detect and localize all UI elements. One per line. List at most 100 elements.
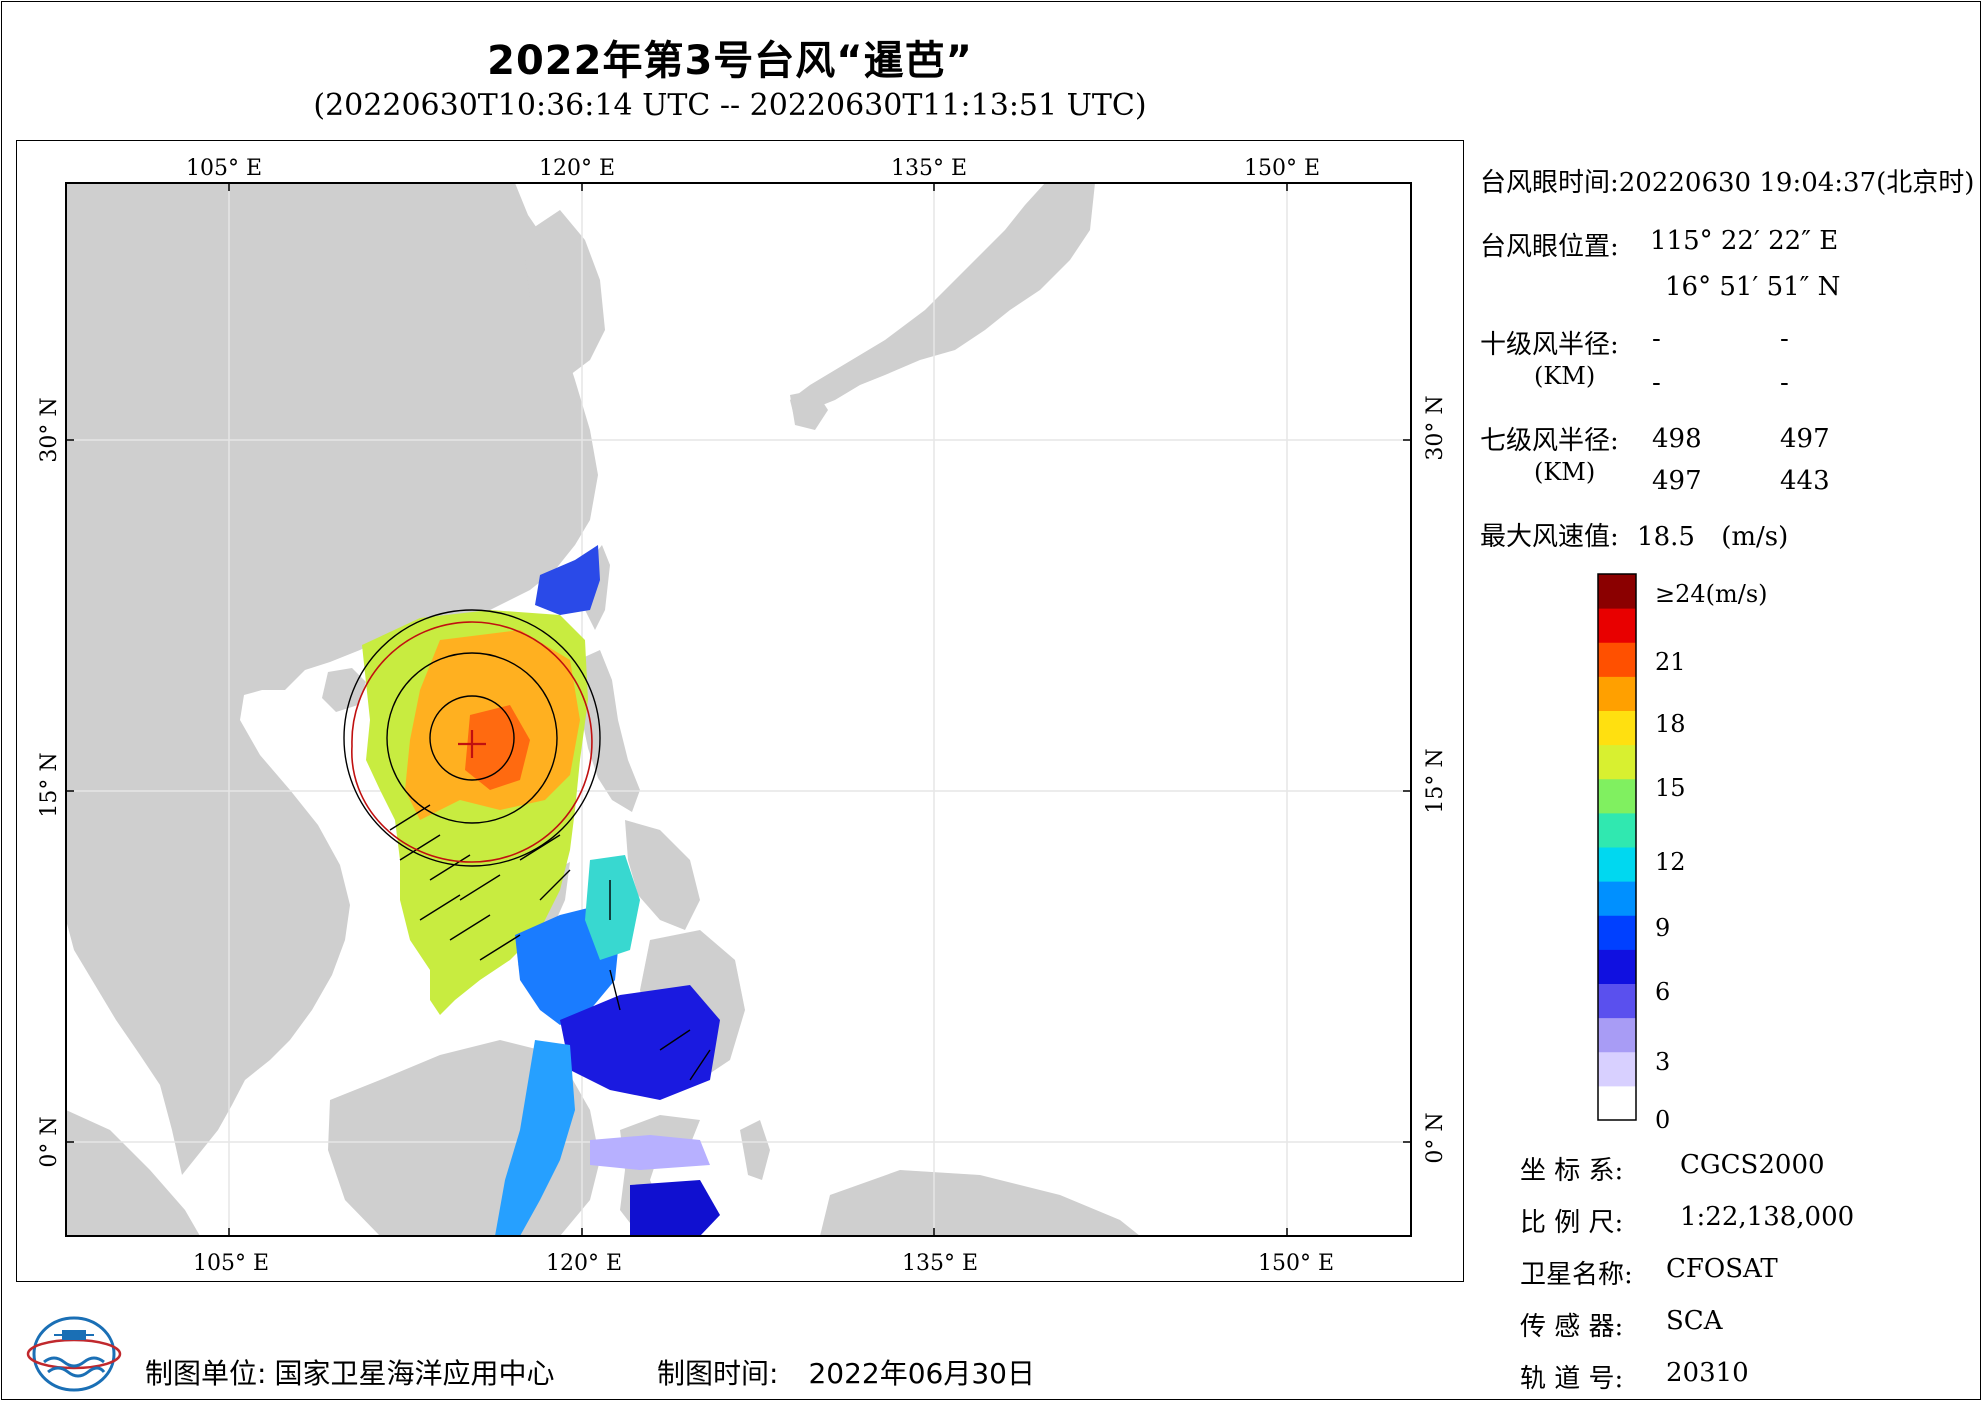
land-kyushu — [790, 390, 828, 430]
r10-value-1: - — [1652, 324, 1661, 354]
land-asia-mainland — [66, 183, 598, 1175]
r10-value-2: - — [1780, 324, 1789, 354]
satellite-label: 卫星名称: — [1520, 1260, 1633, 1290]
r7-value-1: 498 — [1652, 424, 1702, 454]
colorbar-segment — [1598, 1017, 1636, 1053]
r7-label: 七级风半径: — [1480, 426, 1619, 456]
top-lon-label-105: 105° E — [186, 156, 262, 181]
footer-time-label: 制图时间: — [657, 1357, 779, 1390]
satellite-value: CFOSAT — [1666, 1254, 1778, 1284]
colorbar-segment — [1598, 710, 1636, 746]
colorbar-segment — [1598, 676, 1636, 711]
map-plot-border — [65, 182, 1412, 1237]
colorbar-label-15: 15 — [1655, 774, 1686, 802]
eye-time-row: 台风眼时间:20220630 19:04:37(北京时) — [1480, 162, 1974, 199]
land-visayas — [625, 820, 700, 930]
sensor-value: SCA — [1666, 1306, 1723, 1336]
footer-time-value: 2022年06月30日 — [808, 1357, 1035, 1390]
land-luzon — [578, 650, 640, 812]
r7-value-3: 497 — [1652, 466, 1702, 496]
orbit-value: 20310 — [1666, 1358, 1749, 1388]
top-lon-label-150: 150° E — [1244, 156, 1320, 181]
land-japan — [790, 183, 1095, 420]
colorbar-label-0: 0 — [1655, 1106, 1671, 1134]
lon-labels: 105° E 120° E 135° E 150° E 105° E 120° … — [186, 156, 1334, 1276]
colorbar-segment — [1598, 949, 1636, 984]
colorbar-label-24: ≥24(m/s) — [1655, 580, 1768, 608]
barb-ring-1 — [429, 695, 515, 781]
typhoon-eye-marker — [458, 730, 486, 758]
right-lat-label-30: 30° N — [1423, 395, 1448, 460]
footer-unit-value: 国家卫星海洋应用中心 — [274, 1357, 555, 1390]
r10-label: 十级风半径: — [1480, 330, 1619, 360]
eye-lon-value: 115° 22′ 22″ E — [1650, 226, 1839, 256]
orbit-label: 轨 道 号: — [1520, 1364, 1624, 1394]
sensor-label: 传 感 器: — [1520, 1312, 1624, 1342]
right-lat-label-15: 15° N — [1423, 748, 1448, 813]
r10-value-4: - — [1780, 368, 1789, 398]
r7-value-2: 497 — [1780, 424, 1830, 454]
wind-speed-field — [362, 545, 720, 1236]
eye-time-value: 20220630 19:04:37(北京时) — [1618, 168, 1975, 198]
colorbar-label-18: 18 — [1655, 710, 1686, 738]
wind-core-max — [465, 705, 530, 790]
colorbar-segment — [1598, 608, 1636, 643]
wind-banda — [630, 1180, 720, 1236]
footer-time: 制图时间: 2022年06月30日 — [657, 1352, 1035, 1392]
eye-time-label: 台风眼时间: — [1480, 168, 1619, 198]
colorbar-label-3: 3 — [1655, 1048, 1671, 1076]
wind-molucca-light — [590, 1135, 710, 1170]
top-lon-label-135: 135° E — [891, 156, 967, 181]
colorbar-segment — [1598, 744, 1636, 780]
left-lat-label-0: 0° N — [37, 1116, 62, 1167]
colorbar-segment — [1598, 915, 1636, 950]
colorbar-segment — [1598, 642, 1636, 677]
scale-value: 1:22,138,000 — [1680, 1202, 1855, 1232]
max-wind-label: 最大风速值: — [1480, 522, 1619, 552]
lat-labels: 30° N 15° N 0° N 30° N 15° N 0° N — [37, 395, 1448, 1167]
colorbar-segment — [1598, 1051, 1636, 1087]
bottom-lon-label-135: 135° E — [902, 1251, 978, 1276]
wind-philippine-east — [585, 855, 640, 960]
colorbar-segment — [1598, 983, 1636, 1019]
max-wind-value: 18.5 — [1637, 522, 1695, 552]
r10-value-3: - — [1652, 368, 1661, 398]
bottom-lon-label-105: 105° E — [193, 1251, 269, 1276]
wind-barbs — [343, 609, 711, 1081]
colorbar-segment — [1598, 778, 1636, 814]
barb-strokes — [389, 804, 711, 1081]
land-halmahera — [740, 1120, 770, 1180]
left-lat-label-30: 30° N — [37, 397, 62, 462]
colorbar — [1597, 573, 1637, 1121]
colorbar-label-6: 6 — [1655, 978, 1671, 1006]
r7-value-4: 443 — [1780, 466, 1830, 496]
map-frame — [16, 140, 1464, 1282]
footer-unit-label: 制图单位: — [145, 1357, 267, 1390]
colorbar-label-9: 9 — [1655, 914, 1671, 942]
footer-unit: 制图单位: 国家卫星海洋应用中心 — [145, 1352, 554, 1392]
axis-ticks — [66, 183, 1411, 1236]
gale-radius-outline — [351, 621, 593, 863]
land-hainan — [322, 668, 366, 712]
wind-celebes — [495, 1040, 575, 1236]
time-range-subtitle: (20220630T10:36:14 UTC -- 20220630T11:13… — [313, 88, 1147, 123]
scale-label: 比 例 尺: — [1520, 1208, 1624, 1238]
max-wind-unit: (m/s) — [1721, 522, 1789, 552]
colorbar-segment — [1598, 812, 1636, 848]
left-lat-label-15: 15° N — [37, 752, 62, 817]
barb-ring-2 — [386, 652, 558, 824]
colorbar-label-12: 12 — [1655, 848, 1686, 876]
wind-sulawesi-sea — [560, 985, 720, 1100]
coord-value: CGCS2000 — [1680, 1150, 1825, 1180]
top-lon-label-120: 120° E — [539, 156, 615, 181]
r7-unit: (KM) — [1534, 458, 1596, 486]
eye-lat-value: 16° 51′ 51″ N — [1665, 272, 1841, 302]
chart-title: 2022年第3号台风“暹芭” — [487, 38, 973, 84]
eye-pos-label: 台风眼位置: — [1480, 232, 1619, 262]
barb-ring-3 — [343, 609, 601, 867]
max-wind-row: 最大风速值: 18.5 (m/s) — [1480, 516, 1788, 553]
coord-label: 坐 标 系: — [1520, 1156, 1624, 1186]
bottom-lon-label-120: 120° E — [546, 1251, 622, 1276]
